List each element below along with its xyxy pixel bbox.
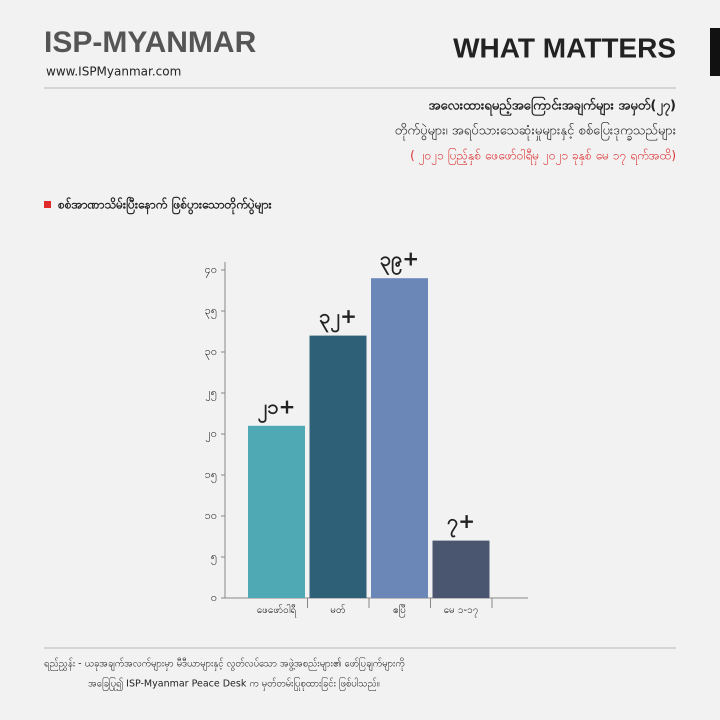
- bar: [371, 278, 428, 598]
- subtitle: တိုက်ပွဲများ၊ အရပ်သားသေဆုံးမှုများနှင့် …: [395, 122, 676, 141]
- footnote: ရည်ညွှန်း - ယခုအချက်အလက်များမှာ မီဒီယာမျ…: [44, 658, 405, 671]
- y-tick-label: ၃၀: [205, 345, 217, 360]
- y-tick-label: ၅: [211, 550, 217, 565]
- bar: [248, 425, 305, 598]
- y-tick-label: ၃၅: [205, 304, 217, 319]
- y-tick-label: ၄၀: [205, 263, 217, 278]
- x-tick-label: မေ ၁-၁၇: [444, 605, 479, 618]
- legend-label: စစ်အာဏာသိမ်းပြီးနောက် ဖြစ်ပွားသောတိုက်ပွ…: [57, 195, 272, 216]
- y-tick-label: ၁၅: [205, 468, 217, 483]
- subtitle: အလေးထားရမည့်အကြောင်းအချက်များ အမှတ်(၂၇): [429, 96, 676, 117]
- legend-swatch: [44, 201, 51, 208]
- footnote: အခြေပြု၍ ISP-Myanmar Peace Desk က မှတ်တမ…: [88, 678, 380, 691]
- y-tick-label: ၂၀: [205, 427, 217, 442]
- date-range: ( ၂၀၂၁ ပြည့်နှစ် ဖေဖော်ဝါရီမှ ၂၀၂၁ ခုနှစ…: [410, 147, 676, 166]
- x-tick-label: ဖေဖော်ဝါရီ: [257, 603, 297, 618]
- value-label: ၇+: [447, 509, 475, 538]
- accent-bar: [710, 28, 720, 76]
- x-tick-label: ဧပြီ: [393, 602, 406, 618]
- x-tick-label: မတ်: [330, 603, 345, 616]
- brand: ISP-MYANMAR: [44, 26, 257, 59]
- y-tick-label: ၁၀: [205, 509, 217, 522]
- section: WHAT MATTERS: [453, 32, 676, 63]
- bar: [432, 540, 490, 598]
- bar: [309, 335, 367, 598]
- value-label: ၂၁+: [258, 394, 296, 423]
- url: www.ISPMyanmar.com: [46, 65, 181, 79]
- y-tick-label: ၀: [211, 591, 217, 604]
- y-tick-label: ၂၅: [205, 386, 217, 401]
- value-label: ၃၉+: [380, 247, 419, 276]
- value-label: ၃၂+: [319, 304, 357, 333]
